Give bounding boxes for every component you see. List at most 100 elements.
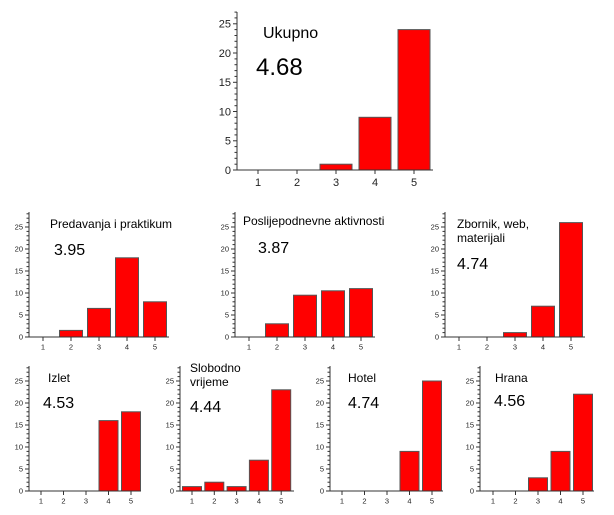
x-tick-label: 3: [84, 497, 88, 506]
y-tick-label: 20: [166, 399, 174, 408]
x-tick-label: 4: [125, 343, 129, 352]
x-tick-label: 4: [331, 343, 335, 352]
chart-panel: 0 5 10 15 20 25 1 2 3 4 5 Hrana 4.56: [466, 366, 594, 506]
y-tick-label: 10: [15, 289, 23, 298]
x-tick-label: 5: [569, 343, 573, 352]
bar: [559, 222, 583, 338]
y-tick-label: 15: [431, 267, 439, 276]
mean-score: 4.56: [494, 393, 525, 410]
bar: [319, 163, 353, 171]
y-tick-label: 15: [15, 267, 23, 276]
x-tick-label: 2: [294, 177, 300, 189]
y-tick-label: 15: [221, 267, 229, 276]
bar: [226, 486, 247, 492]
y-tick-label: 5: [170, 465, 174, 474]
x-tick-label: 3: [536, 497, 540, 506]
x-tick-label: 4: [106, 497, 110, 506]
y-tick-label: 20: [316, 399, 324, 408]
y-tick-label: 25: [221, 223, 229, 232]
y-tick-label: 0: [19, 333, 23, 342]
mean-score: 3.95: [54, 242, 85, 259]
bar: [531, 305, 555, 338]
y-tick-label: 10: [15, 443, 23, 452]
x-tick-label: 1: [255, 177, 261, 189]
y-tick-label: 0: [19, 487, 23, 496]
x-tick-label: 5: [581, 497, 585, 506]
bar: [265, 323, 289, 338]
x-tick-label: 5: [279, 497, 283, 506]
y-tick-label: 10: [219, 106, 231, 118]
x-tick-label: 2: [362, 497, 366, 506]
x-tick-label: 1: [340, 497, 344, 506]
chart-title: Hotel: [348, 371, 376, 385]
bar: [503, 332, 527, 338]
bar: [422, 380, 442, 492]
y-tick-label: 0: [470, 487, 474, 496]
bar: [204, 481, 225, 492]
x-tick-label: 5: [129, 497, 133, 506]
bar: [115, 257, 139, 338]
y-tick-label: 15: [166, 421, 174, 430]
y-tick-label: 5: [19, 465, 23, 474]
x-tick-label: 4: [407, 497, 411, 506]
bar: [573, 393, 593, 492]
y-tick-label: 10: [166, 443, 174, 452]
x-tick-label: 2: [212, 497, 216, 506]
chart-title: Ukupno: [263, 25, 318, 42]
x-tick-label: 3: [385, 497, 389, 506]
chart-title: Hrana: [495, 371, 528, 385]
x-tick-label: 4: [257, 497, 261, 506]
y-tick-label: 10: [316, 443, 324, 452]
y-tick-label: 5: [19, 311, 23, 320]
x-tick-label: 3: [235, 497, 239, 506]
y-tick-label: 15: [219, 77, 231, 89]
y-tick-label: 25: [466, 377, 474, 386]
x-tick-label: 4: [372, 177, 378, 189]
bar: [87, 307, 111, 338]
chart-title: Izlet: [48, 371, 71, 385]
x-tick-label: 1: [190, 497, 194, 506]
y-tick-label: 20: [431, 245, 439, 254]
y-tick-label: 20: [219, 48, 231, 60]
y-tick-label: 10: [431, 289, 439, 298]
x-tick-label: 1: [39, 497, 43, 506]
bar: [143, 301, 167, 338]
y-tick-label: 25: [166, 377, 174, 386]
bar: [528, 477, 548, 492]
mean-score: 4.74: [348, 395, 379, 412]
mean-score: 4.74: [457, 256, 488, 273]
x-tick-label: 2: [69, 343, 73, 352]
bar: [399, 450, 420, 492]
bar: [98, 420, 119, 492]
mean-score: 4.68: [256, 54, 303, 81]
x-tick-label: 3: [513, 343, 517, 352]
mean-score: 4.44: [190, 399, 221, 416]
chart-panel: 0 5 10 15 20 25 1 2 3 4 5 Poslijepodnevne aktivnost…: [221, 212, 384, 352]
chart-title: Poslijepodnevne aktivnosti: [243, 214, 384, 228]
x-tick-label: 1: [247, 343, 251, 352]
bar: [349, 288, 373, 338]
y-tick-label: 10: [221, 289, 229, 298]
x-tick-label: 1: [491, 497, 495, 506]
x-tick-label: 3: [303, 343, 307, 352]
y-tick-label: 20: [15, 245, 23, 254]
x-tick-label: 5: [430, 497, 434, 506]
y-tick-label: 15: [316, 421, 324, 430]
x-tick-label: 4: [541, 343, 545, 352]
y-tick-label: 0: [170, 487, 174, 496]
x-tick-label: 3: [333, 177, 339, 189]
y-tick-label: 20: [15, 399, 23, 408]
bar: [358, 116, 392, 171]
y-tick-label: 25: [431, 223, 439, 232]
y-tick-label: 10: [466, 443, 474, 452]
y-tick-label: 25: [15, 223, 23, 232]
mean-score: 4.53: [43, 395, 74, 412]
y-tick-label: 20: [221, 245, 229, 254]
y-tick-label: 0: [225, 333, 229, 342]
x-tick-label: 3: [97, 343, 101, 352]
y-tick-label: 5: [470, 465, 474, 474]
y-tick-label: 25: [15, 377, 23, 386]
y-tick-label: 0: [225, 165, 231, 177]
bar: [182, 486, 202, 492]
bar: [397, 29, 431, 171]
